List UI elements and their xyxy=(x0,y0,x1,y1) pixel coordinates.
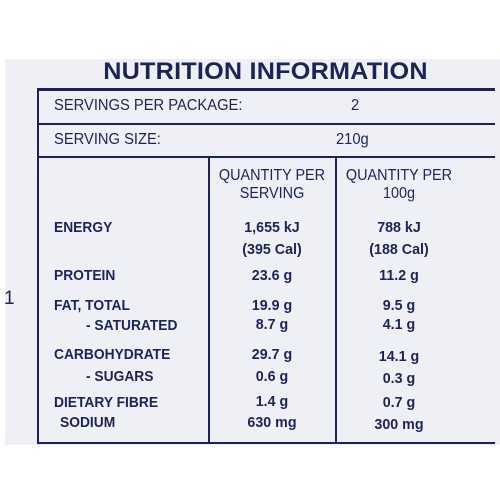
stray-mark: 1 xyxy=(4,288,15,309)
protein-per-serving: 23.6 g xyxy=(251,267,293,284)
rule-left-frame xyxy=(37,88,39,444)
serving-size-label: SERVING SIZE: xyxy=(54,131,161,148)
rule-under-servings xyxy=(37,123,495,125)
column-header-per-serving: QUANTITY PER SERVING xyxy=(218,167,326,203)
energy-per-100g-kj: 788 kJ xyxy=(377,219,421,236)
serving-size-value: 210g xyxy=(336,131,369,148)
energy-per-100g-cal: (188 Cal) xyxy=(369,241,429,258)
rule-under-title xyxy=(37,88,495,91)
sugars-per-100g: 0.3 g xyxy=(382,370,416,387)
energy-per-serving-kj: 1,655 kJ xyxy=(244,219,300,236)
carbohydrate-per-100g: 14.1 g xyxy=(378,348,420,365)
rule-column-divider-1 xyxy=(208,156,210,444)
rule-column-divider-2 xyxy=(335,156,337,444)
fat-total-per-serving: 19.9 g xyxy=(251,297,293,314)
nutrient-label-saturated: - SATURATED xyxy=(86,317,178,334)
energy-per-serving-cal: (395 Cal) xyxy=(242,241,302,258)
panel-title: NUTRITION INFORMATION xyxy=(103,58,428,85)
protein-per-100g: 11.2 g xyxy=(379,267,419,284)
saturated-per-100g: 4.1 g xyxy=(382,316,416,333)
fat-total-per-100g: 9.5 g xyxy=(382,297,416,314)
sodium-per-100g: 300 mg xyxy=(374,416,424,433)
column-header-per-serving-line-2: SERVING xyxy=(239,185,305,202)
column-header-per-serving-line-1: QUANTITY PER xyxy=(218,167,326,184)
nutrient-label-energy: ENERGY xyxy=(54,219,113,236)
nutrient-label-sodium: SODIUM xyxy=(60,414,116,431)
servings-per-package-value: 2 xyxy=(351,97,360,114)
nutrient-label-protein: PROTEIN xyxy=(54,267,116,284)
servings-per-package-label: SERVINGS PER PACKAGE: xyxy=(54,97,243,114)
column-header-per-100g-line-1: QUANTITY PER xyxy=(345,167,453,184)
nutrient-label-fat-total: FAT, TOTAL xyxy=(54,297,130,314)
dietary-fibre-per-100g: 0.7 g xyxy=(382,394,416,411)
column-header-per-100g-line-2: 100g xyxy=(382,185,416,202)
rule-under-serving-size xyxy=(37,156,495,158)
nutrient-label-carbohydrate: CARBOHYDRATE xyxy=(54,346,171,363)
sugars-per-serving: 0.6 g xyxy=(255,368,289,385)
nutrient-label-dietary-fibre: DIETARY FIBRE xyxy=(54,394,159,411)
carbohydrate-per-serving: 29.7 g xyxy=(251,346,293,363)
saturated-per-serving: 8.7 g xyxy=(255,316,289,333)
nutrient-label-sugars: - SUGARS xyxy=(86,368,154,385)
sodium-per-serving: 630 mg xyxy=(247,414,297,431)
dietary-fibre-per-serving: 1.4 g xyxy=(255,393,289,410)
column-header-per-100g: QUANTITY PER 100g xyxy=(345,167,453,203)
rule-bottom xyxy=(37,442,495,444)
